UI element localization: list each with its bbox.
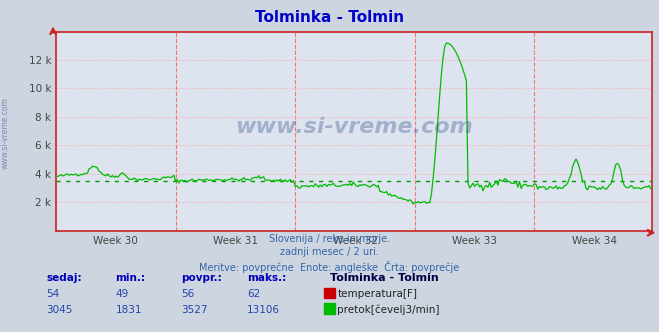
Text: www.si-vreme.com: www.si-vreme.com [235,117,473,137]
Text: Meritve: povprečne  Enote: angleške  Črta: povprečje: Meritve: povprečne Enote: angleške Črta:… [200,261,459,273]
Text: 62: 62 [247,289,260,299]
Text: 1831: 1831 [115,305,142,315]
Text: Slovenija / reke in morje.: Slovenija / reke in morje. [269,234,390,244]
Text: Tolminka - Tolmin: Tolminka - Tolmin [330,273,438,283]
Text: 3045: 3045 [46,305,72,315]
Text: 13106: 13106 [247,305,280,315]
Text: 49: 49 [115,289,129,299]
Text: zadnji mesec / 2 uri.: zadnji mesec / 2 uri. [280,247,379,257]
Text: min.:: min.: [115,273,146,283]
Text: povpr.:: povpr.: [181,273,222,283]
Text: sedaj:: sedaj: [46,273,82,283]
Text: www.si-vreme.com: www.si-vreme.com [1,97,10,169]
Text: temperatura[F]: temperatura[F] [337,289,417,299]
Text: 56: 56 [181,289,194,299]
Text: Tolminka - Tolmin: Tolminka - Tolmin [255,10,404,25]
Text: 3527: 3527 [181,305,208,315]
Text: maks.:: maks.: [247,273,287,283]
Text: pretok[čevelj3/min]: pretok[čevelj3/min] [337,304,440,315]
Text: 54: 54 [46,289,59,299]
